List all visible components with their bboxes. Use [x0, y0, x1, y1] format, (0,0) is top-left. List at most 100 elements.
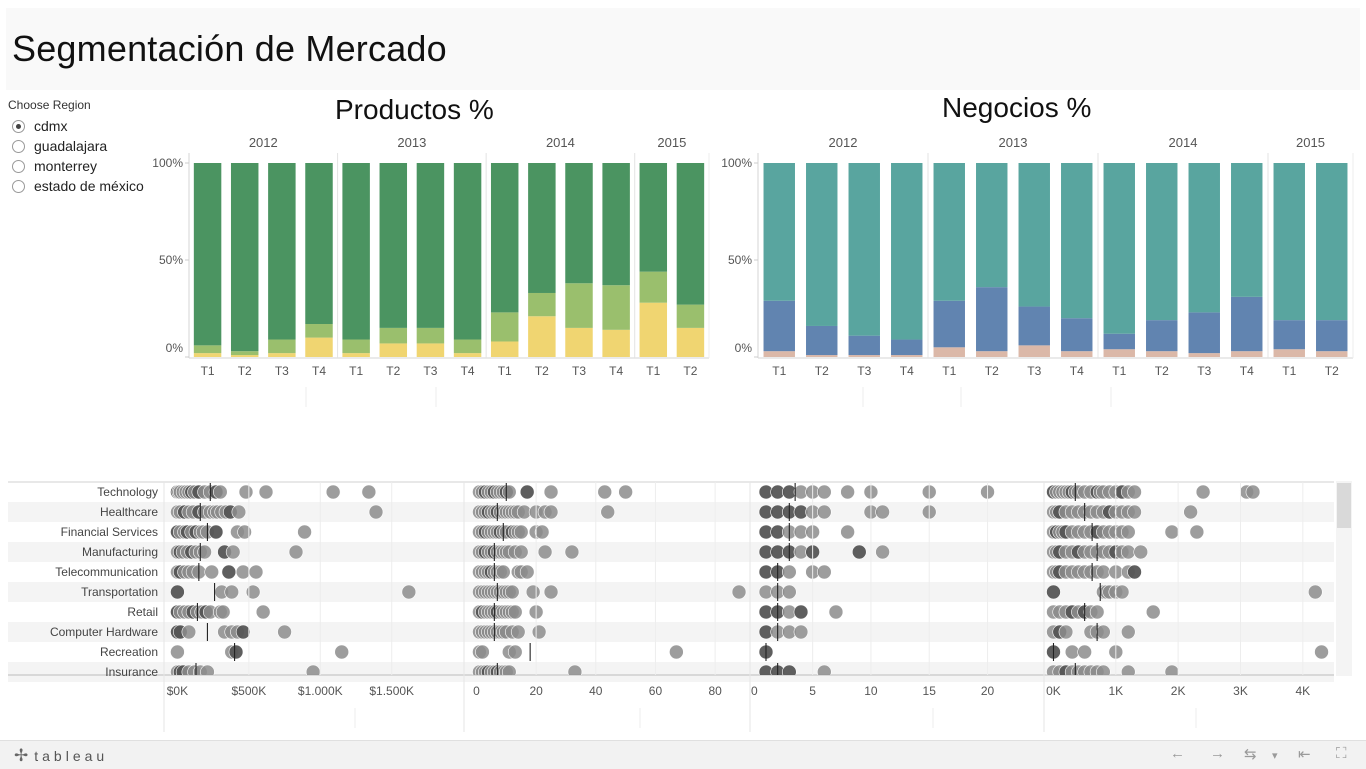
- data-point[interactable]: [501, 664, 517, 679]
- data-point[interactable]: [782, 584, 797, 600]
- data-point[interactable]: [235, 624, 251, 640]
- data-point[interactable]: [531, 624, 547, 640]
- data-point[interactable]: [537, 544, 553, 560]
- data-point[interactable]: [212, 484, 228, 500]
- data-point[interactable]: [235, 564, 251, 580]
- data-point[interactable]: [495, 564, 511, 580]
- data-point[interactable]: [228, 644, 244, 660]
- data-point[interactable]: [875, 544, 890, 560]
- data-point[interactable]: [1164, 524, 1180, 540]
- data-point[interactable]: [1120, 624, 1136, 640]
- data-point[interactable]: [170, 644, 185, 660]
- data-point[interactable]: [237, 524, 252, 540]
- region-option-cdmx[interactable]: cdmx: [8, 116, 153, 136]
- data-point[interactable]: [851, 544, 867, 560]
- data-point[interactable]: [1120, 664, 1136, 679]
- data-point[interactable]: [543, 584, 559, 600]
- data-point[interactable]: [1096, 624, 1111, 640]
- data-point[interactable]: [225, 544, 241, 560]
- data-point[interactable]: [1314, 644, 1329, 660]
- vertical-scrollbar[interactable]: [1336, 481, 1352, 676]
- data-point[interactable]: [816, 504, 832, 520]
- data-point[interactable]: [1046, 584, 1061, 600]
- data-point[interactable]: [475, 644, 490, 660]
- data-point[interactable]: [669, 644, 684, 660]
- data-point[interactable]: [334, 644, 350, 660]
- data-point[interactable]: [525, 584, 541, 600]
- data-point[interactable]: [534, 524, 550, 540]
- data-point[interactable]: [600, 504, 616, 520]
- data-point[interactable]: [181, 624, 197, 640]
- data-point[interactable]: [816, 664, 832, 679]
- undo-icon[interactable]: ←: [1170, 745, 1185, 762]
- data-point[interactable]: [618, 484, 633, 500]
- data-point[interactable]: [513, 524, 529, 540]
- data-point[interactable]: [231, 504, 247, 520]
- data-point[interactable]: [840, 484, 855, 500]
- redo-icon[interactable]: →: [1210, 745, 1225, 762]
- data-point[interactable]: [1127, 504, 1142, 520]
- data-point[interactable]: [1096, 564, 1111, 580]
- data-point[interactable]: [513, 544, 529, 560]
- data-point[interactable]: [782, 564, 797, 580]
- data-point[interactable]: [200, 664, 215, 679]
- data-point[interactable]: [1077, 644, 1092, 660]
- radio-icon[interactable]: [12, 179, 25, 193]
- data-point[interactable]: [507, 644, 523, 660]
- data-point[interactable]: [1114, 584, 1130, 600]
- data-point[interactable]: [1164, 664, 1180, 679]
- data-point[interactable]: [1127, 484, 1142, 500]
- data-point[interactable]: [816, 564, 832, 580]
- data-point[interactable]: [368, 504, 384, 520]
- data-point[interactable]: [567, 664, 583, 679]
- data-point[interactable]: [504, 584, 520, 600]
- radio-icon[interactable]: [12, 139, 25, 153]
- fullscreen-icon[interactable]: ⛶: [1336, 745, 1347, 762]
- data-point[interactable]: [501, 484, 517, 500]
- data-point[interactable]: [543, 484, 559, 500]
- data-point[interactable]: [238, 484, 254, 500]
- data-point[interactable]: [297, 524, 312, 540]
- data-point[interactable]: [1307, 584, 1323, 600]
- data-point[interactable]: [1120, 544, 1136, 560]
- radio-icon[interactable]: [12, 119, 25, 133]
- data-point[interactable]: [1145, 604, 1161, 620]
- data-point[interactable]: [325, 484, 341, 500]
- data-point[interactable]: [782, 664, 797, 679]
- data-point[interactable]: [361, 484, 377, 500]
- data-point[interactable]: [543, 504, 559, 520]
- data-point[interactable]: [731, 584, 747, 600]
- data-point[interactable]: [170, 584, 185, 600]
- data-point[interactable]: [401, 584, 417, 600]
- data-point[interactable]: [828, 604, 844, 620]
- data-point[interactable]: [1189, 524, 1205, 540]
- data-point[interactable]: [519, 564, 535, 580]
- data-point[interactable]: [793, 604, 809, 620]
- data-point[interactable]: [277, 624, 292, 640]
- data-point[interactable]: [245, 584, 261, 600]
- data-point[interactable]: [1064, 644, 1080, 660]
- data-point[interactable]: [519, 484, 535, 500]
- data-point[interactable]: [507, 604, 523, 620]
- data-point[interactable]: [1120, 524, 1136, 540]
- region-option-guadalajara[interactable]: guadalajara: [8, 136, 153, 156]
- data-point[interactable]: [816, 484, 832, 500]
- revert-icon[interactable]: ⇆: [1244, 746, 1257, 763]
- data-point[interactable]: [255, 604, 271, 620]
- data-point[interactable]: [597, 484, 613, 500]
- data-point[interactable]: [1195, 484, 1211, 500]
- revert-menu-chevron-icon[interactable]: ▾: [1272, 750, 1278, 762]
- data-point[interactable]: [1089, 604, 1105, 620]
- data-point[interactable]: [1245, 484, 1261, 500]
- back-to-start-icon[interactable]: ⇤: [1298, 746, 1311, 763]
- data-point[interactable]: [793, 624, 809, 640]
- data-point[interactable]: [258, 484, 274, 500]
- data-point[interactable]: [1058, 624, 1074, 640]
- data-point[interactable]: [288, 544, 304, 560]
- scrollbar-thumb[interactable]: [1337, 483, 1351, 528]
- data-point[interactable]: [1183, 504, 1198, 520]
- data-point[interactable]: [840, 524, 855, 540]
- data-point[interactable]: [248, 564, 264, 580]
- region-option-monterrey[interactable]: monterrey: [8, 156, 153, 176]
- data-point[interactable]: [1133, 544, 1149, 560]
